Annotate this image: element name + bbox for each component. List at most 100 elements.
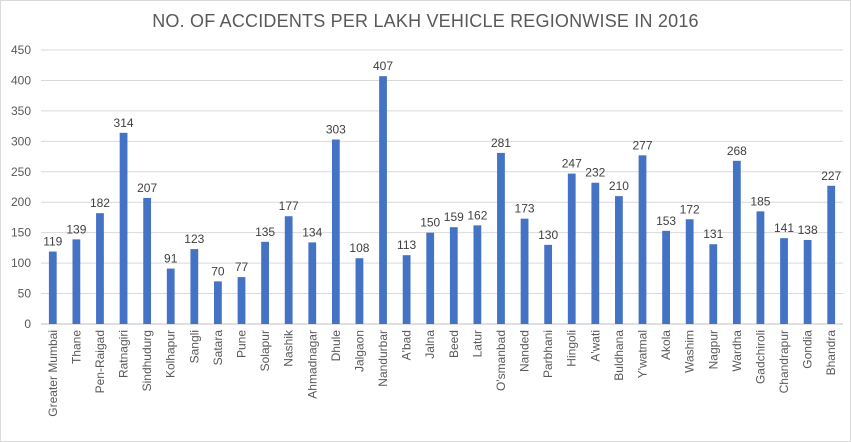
x-tick-label: O'smanbad [494, 330, 508, 391]
data-label: 119 [43, 235, 62, 249]
data-label: 247 [562, 157, 582, 171]
data-label: 91 [164, 252, 178, 266]
x-tick-label: Buldhana [612, 330, 626, 381]
bar [544, 244, 553, 324]
data-label: 150 [420, 216, 440, 230]
data-label: 134 [302, 225, 322, 239]
data-label: 159 [444, 210, 464, 224]
data-label: 407 [373, 59, 393, 73]
data-label: 113 [397, 238, 416, 252]
x-tick-label: Jalgaon [352, 330, 366, 372]
x-tick-label: Jalna [423, 330, 437, 359]
bar [214, 281, 222, 324]
data-label: 207 [137, 181, 157, 195]
y-tick-label: 0 [24, 317, 31, 331]
bar [591, 182, 600, 324]
bar [308, 242, 317, 324]
data-label: 123 [184, 232, 204, 246]
bar [355, 258, 364, 324]
x-tick-label: Nagpur [706, 330, 720, 369]
x-tick-label: Dhule [329, 330, 343, 362]
data-label: 162 [467, 208, 487, 222]
x-tick-label: Chandrapur [777, 330, 791, 393]
y-tick-label: 300 [11, 134, 31, 148]
y-tick-label: 150 [11, 226, 31, 240]
bar [685, 219, 694, 324]
y-tick-label: 350 [11, 104, 31, 118]
bar [72, 239, 81, 324]
bar [615, 196, 623, 324]
data-label: 141 [774, 221, 794, 235]
data-label: 268 [727, 144, 747, 158]
x-tick-label: Sangli [187, 330, 201, 363]
x-tick-label: Nanded [518, 330, 532, 372]
x-tick-label: Gondia [801, 330, 815, 369]
data-label: 108 [349, 241, 369, 255]
bar [780, 238, 788, 324]
data-label: 139 [66, 222, 86, 236]
data-label: 130 [538, 228, 558, 242]
x-tick-label: Nandurbar [376, 330, 390, 387]
bar [261, 241, 269, 324]
data-label: 277 [632, 138, 652, 152]
y-tick-label: 400 [11, 73, 31, 87]
data-label: 227 [821, 169, 841, 183]
x-tick-label: A'bad [400, 330, 414, 360]
y-tick-label: 450 [11, 43, 31, 57]
x-tick-label: Sindhudurg [140, 330, 154, 391]
x-tick-label: Wardha [730, 330, 744, 372]
data-label: 177 [279, 199, 299, 213]
x-tick-label: Ratnagiri [117, 330, 131, 378]
bar [190, 249, 199, 324]
y-tick-label: 50 [18, 287, 32, 301]
bar [662, 230, 670, 324]
bar [756, 211, 765, 324]
data-label: 232 [585, 166, 605, 180]
data-label: 303 [326, 123, 346, 137]
x-tick-label: Akola [659, 330, 673, 360]
x-tick-label: Pune [235, 330, 249, 358]
x-tick-label: Parbhani [541, 330, 555, 378]
bar [732, 160, 741, 324]
x-tick-label: Satara [211, 330, 225, 366]
bar [638, 155, 647, 324]
bar [166, 268, 175, 324]
bar [827, 185, 836, 324]
bar [497, 152, 505, 324]
x-tick-label: Greater Mumbai [46, 330, 60, 417]
x-tick-label: Thane [69, 330, 83, 364]
data-label: 153 [656, 214, 676, 228]
data-label: 172 [680, 202, 700, 216]
x-tick-label: Pen-Raigad [93, 330, 107, 393]
data-label: 281 [491, 136, 511, 150]
data-label: 210 [609, 179, 629, 193]
x-tick-label: Solapur [258, 330, 272, 371]
bar [379, 76, 387, 324]
bar [803, 239, 812, 324]
y-tick-label: 200 [11, 195, 31, 209]
data-label: 135 [255, 225, 275, 239]
x-tick-label: Ahmadnagar [305, 330, 319, 399]
data-label: 314 [114, 116, 134, 130]
bar [96, 213, 104, 324]
bar [143, 197, 152, 324]
bar [473, 225, 482, 324]
x-tick-label: Washim [683, 330, 697, 373]
bar [48, 251, 57, 324]
x-tick-label: Nashik [282, 329, 296, 367]
bar [426, 232, 435, 324]
bar [237, 277, 246, 324]
y-tick-label: 250 [11, 165, 31, 179]
x-tick-label: A'wati [588, 330, 602, 362]
bar [402, 255, 411, 324]
x-tick-label: Hingoli [565, 330, 579, 367]
bar [284, 216, 293, 324]
data-label: 131 [703, 227, 723, 241]
data-label: 138 [798, 223, 818, 237]
x-tick-label: Latur [470, 330, 484, 357]
x-tick-label: Bhandra [824, 330, 838, 376]
bar [709, 244, 718, 324]
x-tick-label: Y'watmal [636, 330, 650, 378]
